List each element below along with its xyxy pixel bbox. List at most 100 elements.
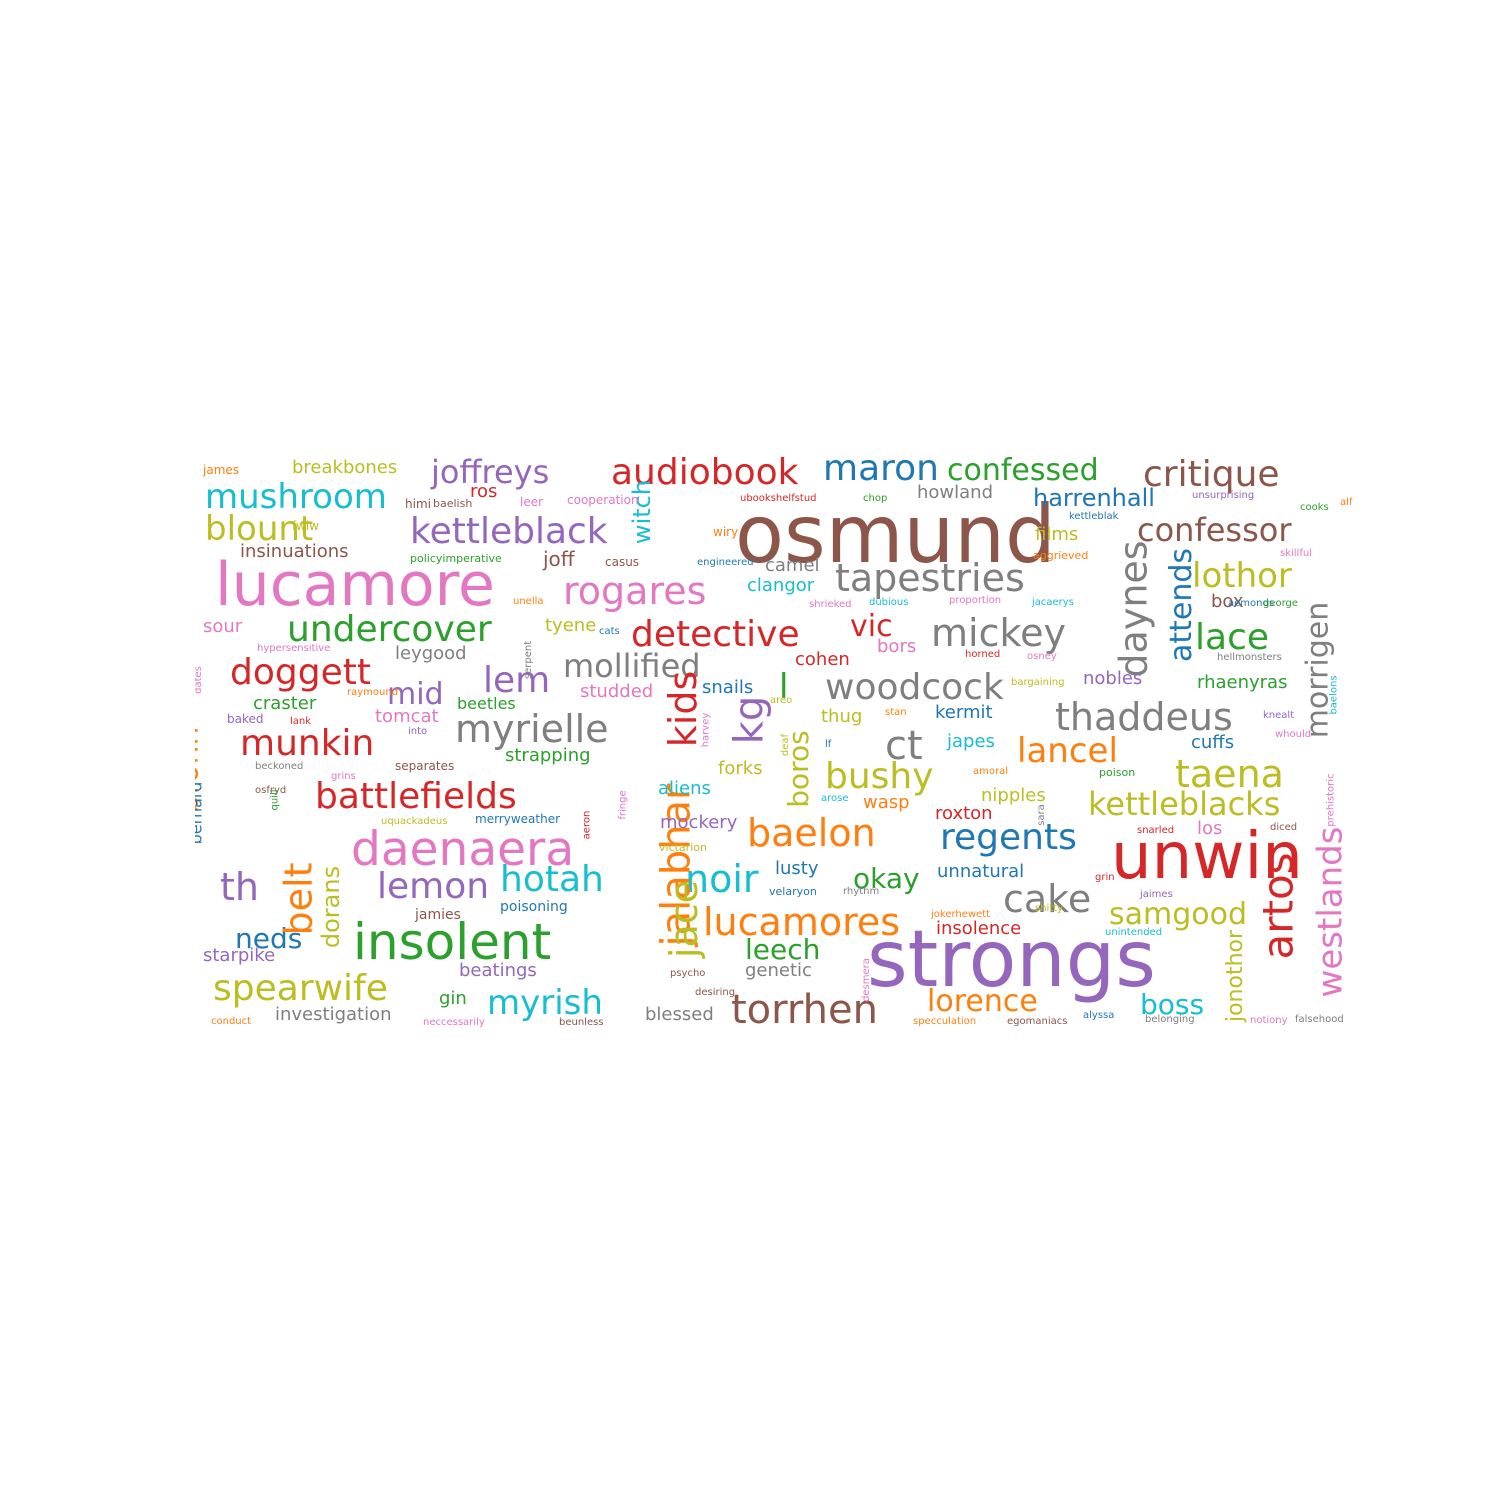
word-desmera: desmera bbox=[860, 958, 872, 1002]
word-insinuations: insinuations bbox=[240, 541, 349, 562]
word-skillful: skillful bbox=[1280, 548, 1312, 559]
word-joff: joff bbox=[543, 547, 575, 571]
word-confessed: confessed bbox=[947, 453, 1099, 488]
word-myrielle: myrielle bbox=[455, 707, 609, 751]
word-leygood: leygood bbox=[395, 643, 467, 664]
word-george: george bbox=[1263, 598, 1299, 609]
word-tapestries: tapestries bbox=[835, 556, 1025, 600]
word-kettleblack: kettleblack bbox=[410, 511, 608, 552]
word-cooks: cooks bbox=[1300, 502, 1329, 513]
word-jamies: jamies bbox=[415, 907, 461, 923]
word-vic: vic bbox=[850, 609, 893, 644]
word-arose: arose bbox=[821, 793, 849, 804]
word-whould: whould bbox=[1275, 729, 1312, 740]
word-rogares: rogares bbox=[563, 569, 707, 613]
word-beckoned: beckoned bbox=[255, 761, 304, 772]
word-bushy: bushy bbox=[825, 756, 934, 797]
word-taena: taena bbox=[1175, 752, 1284, 796]
word-japes: japes bbox=[947, 731, 995, 752]
word-critique: critique bbox=[1143, 454, 1280, 495]
word-kettleblak: kettleblak bbox=[1069, 511, 1119, 522]
word-lucamores: lucamores bbox=[703, 900, 901, 944]
word-grin: grin bbox=[1095, 872, 1115, 883]
word-daenaera: daenaera bbox=[351, 822, 575, 877]
word-separates: separates bbox=[395, 759, 455, 773]
word-harvey: harvey bbox=[700, 712, 712, 748]
word-strapping: strapping bbox=[505, 745, 591, 766]
word-areo: areo bbox=[770, 695, 793, 706]
word-thug: thug bbox=[821, 706, 863, 727]
word-specculation: specculation bbox=[913, 1016, 977, 1027]
word-mushroom: mushroom bbox=[205, 477, 387, 517]
word-undercover: undercover bbox=[287, 609, 492, 650]
word-conduct: conduct bbox=[211, 1016, 252, 1027]
word-cake: cake bbox=[1003, 877, 1092, 921]
word-audiobook: audiobook bbox=[611, 452, 799, 493]
word-okay: okay bbox=[853, 862, 920, 895]
word-jace: jace bbox=[662, 879, 707, 959]
word-jaimes: jaimes bbox=[1140, 889, 1173, 900]
word-cohen: cohen bbox=[795, 649, 850, 670]
word-sara: sara bbox=[1035, 804, 1047, 826]
word-gin: gin bbox=[439, 988, 467, 1009]
word-lorence: lorence bbox=[927, 984, 1038, 1019]
word-hypersensitive: hypersensitive bbox=[257, 643, 331, 654]
word-insolence: insolence bbox=[936, 918, 1022, 939]
word-james: james bbox=[203, 463, 240, 477]
word-box: box bbox=[1211, 591, 1244, 612]
word-desiring: desiring bbox=[695, 987, 736, 998]
word-blount: blount bbox=[205, 509, 314, 549]
word-doggett: doggett bbox=[230, 652, 371, 693]
word-nobles: nobles bbox=[1083, 668, 1143, 689]
word-battlefields: battlefields bbox=[315, 776, 517, 817]
word-fringe: fringe bbox=[617, 790, 629, 820]
word-samgood: samgood bbox=[1109, 897, 1248, 932]
word-jacaerys: jacaerys bbox=[1032, 597, 1074, 608]
word-cuffs: cuffs bbox=[1191, 732, 1235, 753]
word-notiony: notiony bbox=[1250, 1015, 1288, 1026]
word-nipples: nipples bbox=[981, 785, 1046, 806]
word-studded: studded bbox=[580, 681, 654, 702]
word-grins: grins bbox=[331, 771, 356, 782]
word-amoral: amoral bbox=[973, 766, 1009, 777]
word-leech: leech bbox=[745, 933, 821, 966]
word-genetic: genetic bbox=[745, 960, 812, 981]
word-mid: mid bbox=[387, 677, 444, 712]
word-merryweather: merryweather bbox=[475, 812, 561, 826]
word-artos: artos bbox=[1253, 852, 1303, 960]
word-th: th bbox=[220, 865, 259, 909]
word-spearwife: spearwife bbox=[213, 968, 388, 1009]
word-wasp: wasp bbox=[863, 792, 910, 813]
word-woodcock: woodcock bbox=[825, 667, 1004, 708]
word-beatings: beatings bbox=[459, 960, 537, 981]
word-dubious: dubious bbox=[869, 597, 909, 608]
word-lf: lf bbox=[825, 739, 832, 750]
word-boss: boss bbox=[1140, 988, 1205, 1021]
word-hotah: hotah bbox=[500, 859, 604, 900]
word-raymound: raymound bbox=[347, 687, 399, 698]
word-lace: lace bbox=[1195, 617, 1270, 658]
word-breakbones: breakbones bbox=[292, 457, 398, 478]
word-leer: leer bbox=[520, 495, 544, 509]
word-unsurprising: unsurprising bbox=[1192, 490, 1255, 501]
word-shitty: shitty bbox=[1035, 903, 1064, 914]
word-ct: ct bbox=[885, 723, 923, 769]
word-egomaniacs: egomaniacs bbox=[1007, 1016, 1068, 1027]
word-maron: maron bbox=[823, 450, 939, 489]
word-osmund: osmund bbox=[735, 488, 1056, 581]
word-sour: sour bbox=[203, 616, 243, 637]
word-neccessarily: neccessarily bbox=[423, 1017, 485, 1028]
word-kg: kg bbox=[726, 695, 773, 745]
word-poisoning: poisoning bbox=[500, 899, 568, 915]
word-tyene: tyene bbox=[545, 615, 597, 636]
word-dorans: dorans bbox=[317, 865, 346, 949]
word-snarled: snarled bbox=[1137, 825, 1175, 836]
word-insolent: insolent bbox=[353, 913, 552, 971]
word-psycho: psycho bbox=[670, 968, 706, 979]
word-daynes: daynes bbox=[1111, 540, 1156, 678]
word-unintended: unintended bbox=[1105, 927, 1163, 938]
word-craster: craster bbox=[253, 693, 317, 714]
word-aemonds: aemonds bbox=[1228, 598, 1275, 609]
word-snails: snails bbox=[702, 677, 754, 698]
word-neds: neds bbox=[235, 922, 303, 955]
